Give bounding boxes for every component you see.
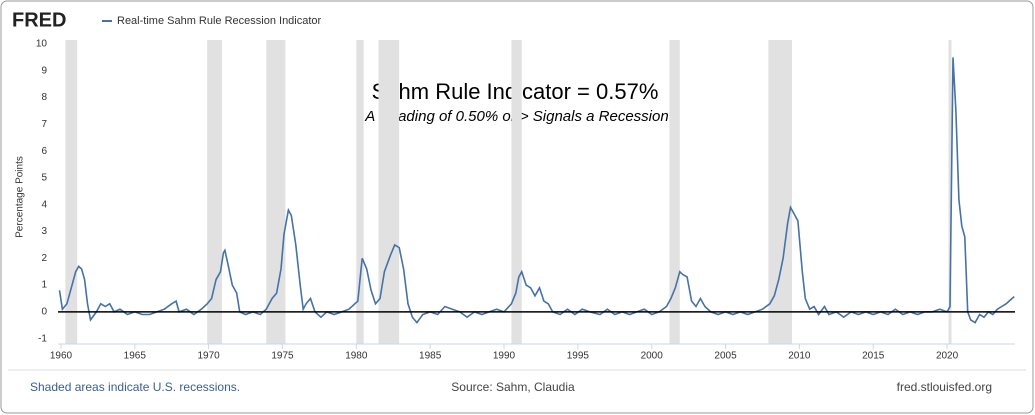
- recession-band: [207, 40, 222, 344]
- x-tick-label: 1995: [567, 351, 590, 362]
- y-tick-label: 9: [41, 65, 47, 76]
- series-line: [58, 57, 1015, 324]
- recession-band: [948, 40, 952, 344]
- recession-band: [65, 40, 78, 344]
- y-tick-label: 7: [41, 119, 47, 130]
- recession-band: [266, 40, 286, 344]
- recession-band: [669, 40, 680, 344]
- y-tick-label: 5: [41, 173, 47, 184]
- y-tick-label: 2: [41, 253, 47, 264]
- footer-site: fred.stlouisfed.org: [897, 380, 992, 394]
- x-tick-label: 1985: [419, 351, 442, 362]
- x-tick-label: 1960: [50, 351, 73, 362]
- y-tick-label: 6: [41, 146, 47, 157]
- y-tick-label: 0: [41, 306, 47, 317]
- recession-band: [378, 40, 400, 344]
- x-tick-label: 1975: [271, 351, 294, 362]
- x-tick-label: 1990: [493, 351, 516, 362]
- y-tick-label: 1: [41, 280, 47, 291]
- footer-note: Shaded areas indicate U.S. recessions.: [30, 380, 240, 394]
- x-tick-label: 2020: [936, 351, 959, 362]
- x-tick-label: 2015: [862, 351, 885, 362]
- legend-label: Real-time Sahm Rule Recession Indicator: [117, 15, 322, 27]
- footer-source: Source: Sahm, Claudia: [451, 380, 575, 394]
- logo: FRED: [12, 9, 66, 31]
- x-tick-label: 2010: [788, 351, 811, 362]
- y-tick-label: 10: [36, 39, 48, 50]
- recession-band: [768, 40, 792, 344]
- x-tick-label: 1980: [345, 351, 368, 362]
- y-axis-label: Percentage Points: [15, 156, 26, 238]
- y-tick-label: 3: [41, 226, 47, 237]
- x-tick-label: 1970: [198, 351, 221, 362]
- recession-band: [511, 40, 522, 344]
- y-tick-label: 8: [41, 92, 47, 103]
- x-tick-label: 2000: [641, 351, 664, 362]
- y-tick-label: 4: [41, 199, 47, 210]
- x-tick-label: 2005: [714, 351, 737, 362]
- recession-band: [356, 40, 364, 344]
- y-tick-label: -1: [38, 333, 47, 344]
- x-tick-label: 1965: [124, 351, 147, 362]
